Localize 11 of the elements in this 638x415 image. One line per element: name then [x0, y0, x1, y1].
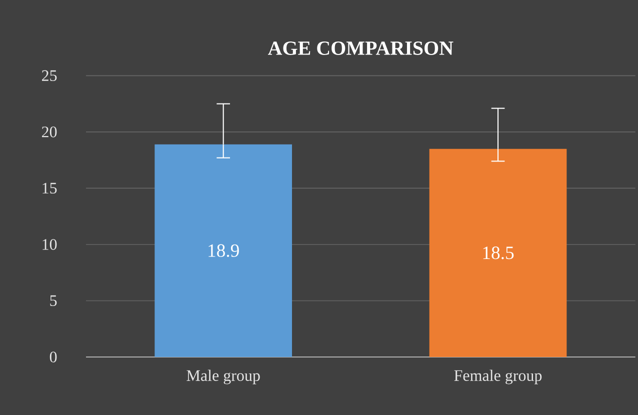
y-tick-label: 0 — [50, 352, 57, 362]
data-label: 18.5 — [483, 246, 514, 260]
y-tick-label: 15 — [42, 182, 57, 194]
y-tick-label: 25 — [42, 70, 57, 82]
data-label: 18.9 — [208, 244, 239, 258]
chart-title: AGE COMPARISON — [268, 42, 454, 55]
y-tick-label: 5 — [50, 295, 57, 306]
x-tick-label: Female group — [454, 370, 542, 384]
x-tick-label: Male group — [186, 370, 260, 384]
y-tick-label: 10 — [42, 239, 57, 250]
y-tick-label: 20 — [42, 126, 57, 138]
